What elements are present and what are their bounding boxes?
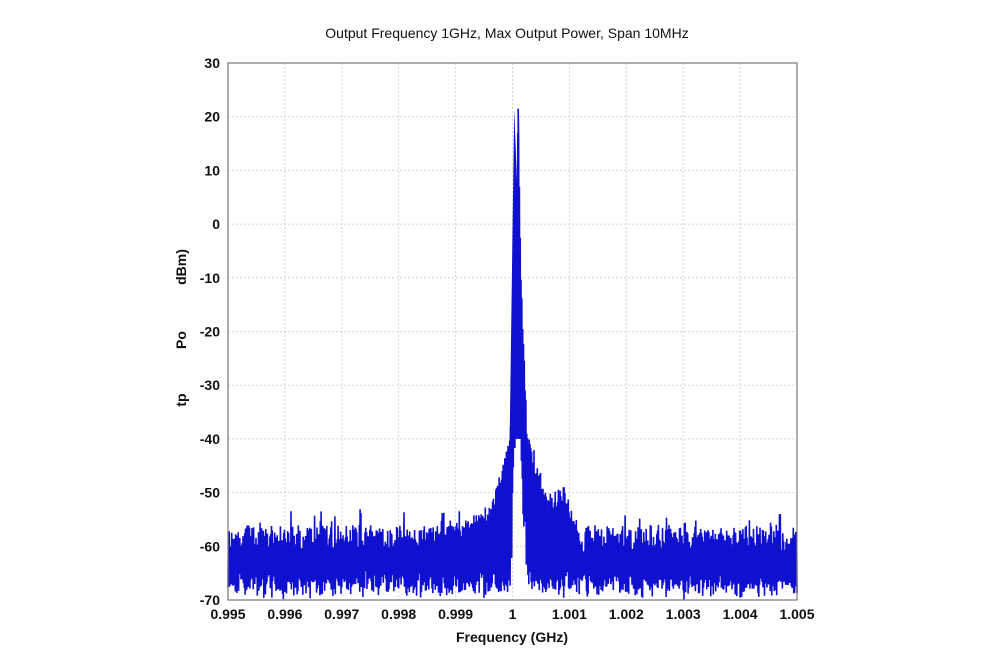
x-tick-label: 0.999	[438, 606, 473, 622]
carrier-peak	[509, 108, 527, 439]
y-tick-label: -30	[200, 377, 220, 393]
x-tick-label: 0.996	[267, 606, 302, 622]
x-tick-label: 0.997	[324, 606, 359, 622]
x-tick-label: 0.995	[210, 606, 245, 622]
x-tick-label: 1.003	[666, 606, 701, 622]
plot-frame	[227, 62, 798, 601]
x-tick-label: 1.005	[779, 606, 814, 622]
x-tick-label: 1	[509, 606, 517, 622]
y-tick-label: 20	[204, 109, 220, 125]
x-tick-label: 1.002	[609, 606, 644, 622]
y-axis-label-part-1: tp	[173, 393, 189, 406]
y-tick-label: -40	[200, 431, 220, 447]
y-tick-label: -20	[200, 324, 220, 340]
y-axis-label-part-2: Po	[173, 331, 189, 349]
x-tick-label: 1.004	[723, 606, 758, 622]
y-tick-label: 30	[204, 55, 220, 71]
x-tick-label: 1.001	[552, 606, 587, 622]
plot-area	[227, 108, 798, 600]
y-axis-label-part-3: dBm)	[173, 249, 189, 285]
y-tick-label: 10	[204, 162, 220, 178]
y-tick-label: 0	[212, 216, 220, 232]
y-tick-label: -10	[200, 270, 220, 286]
x-tick-label: 0.998	[381, 606, 416, 622]
chart-title: Output Frequency 1GHz, Max Output Power,…	[325, 25, 688, 41]
y-tick-label: -60	[200, 538, 220, 554]
y-ticks: 30 20 10 0 -10 -20 -30 -40 -50 -60 -70	[200, 55, 220, 608]
y-tick-label: -70	[200, 592, 220, 608]
x-ticks: 0.995 0.996 0.997 0.998 0.999 1 1.001 1.002 1.00…	[210, 606, 814, 622]
x-axis-label: Frequency (GHz)	[456, 629, 568, 645]
y-tick-label: -50	[200, 485, 220, 501]
